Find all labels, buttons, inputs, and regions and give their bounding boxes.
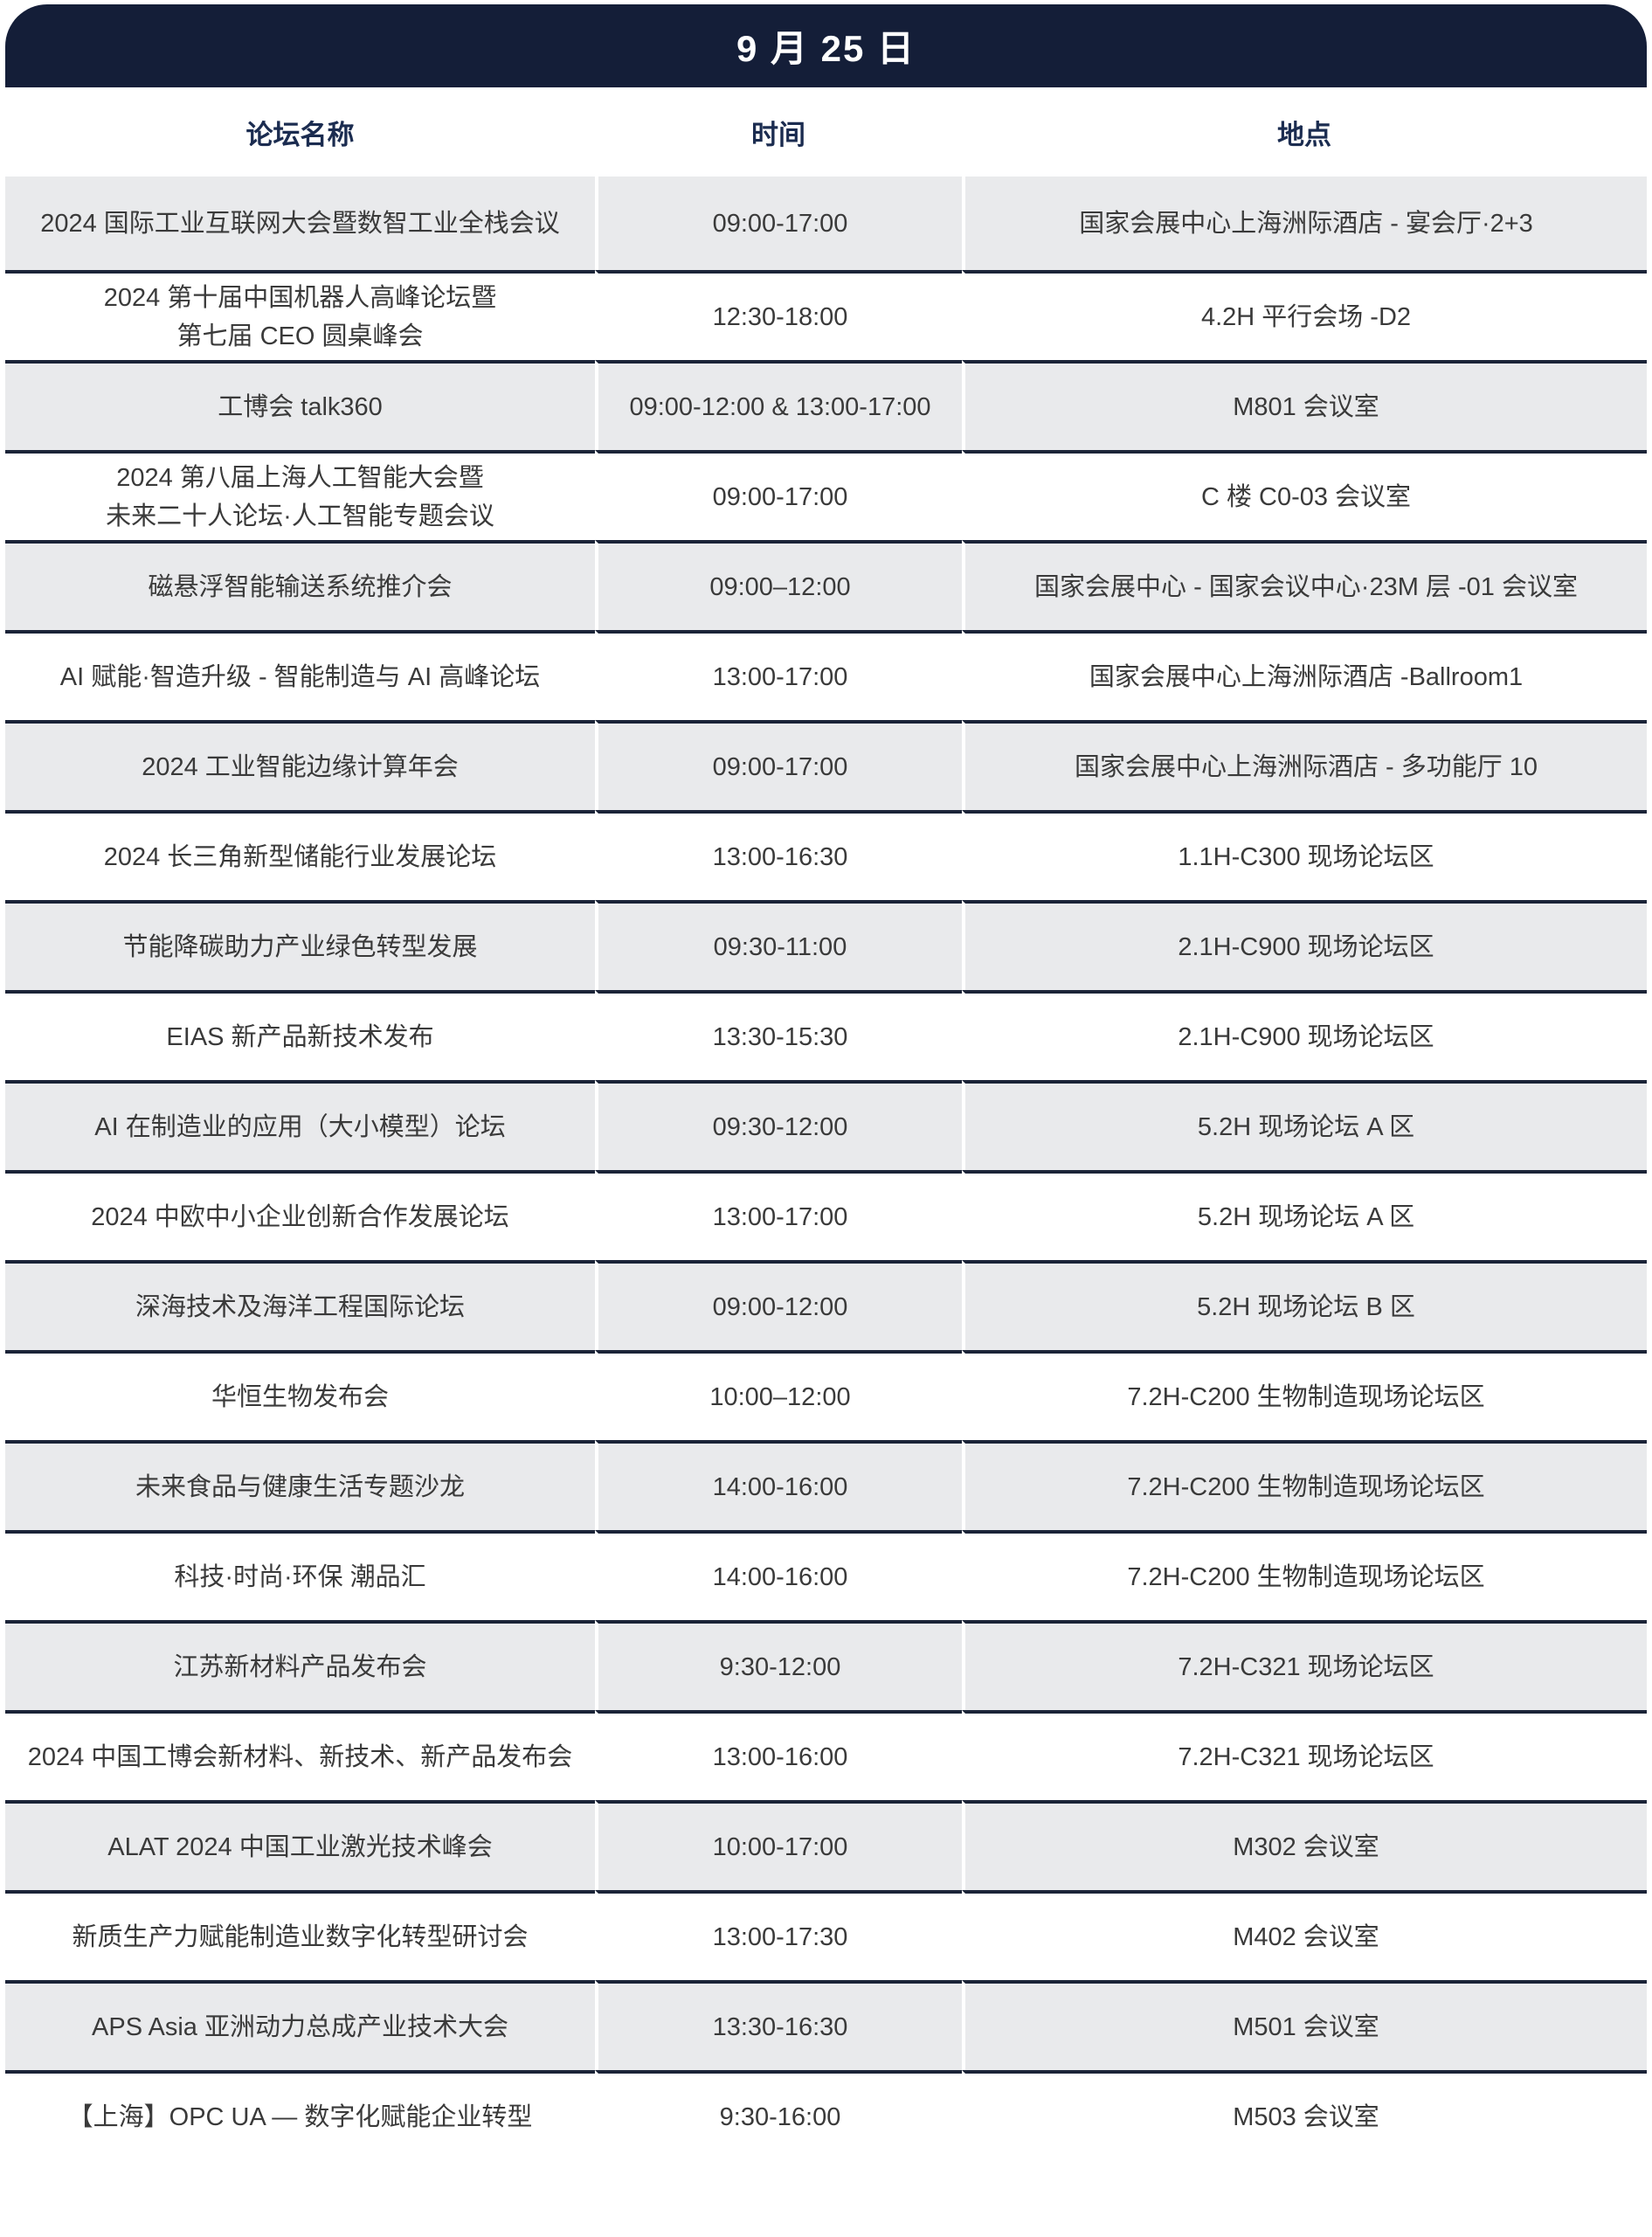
table-row: 2024 中国工博会新材料、新技术、新产品发布会 13:00-16:00 7.2H-…	[5, 1710, 1647, 1800]
forum-name-cell: 未来食品与健康生活专题沙龙	[5, 1440, 595, 1530]
forum-name-cell: 磁悬浮智能输送系统推介会	[5, 540, 595, 630]
time-cell: 09:30-11:00	[595, 900, 962, 990]
time-cell: 12:30-18:00	[595, 270, 962, 360]
time-cell: 13:00-17:30	[595, 1890, 962, 1980]
forum-name-cell: 2024 第八届上海人工智能大会暨 未来二十人论坛·人工智能专题会议	[5, 450, 595, 540]
table-row: 【上海】OPC UA — 数字化赋能企业转型 9:30-16:00 M503 会议室	[5, 2070, 1647, 2160]
table-row: 工博会 talk360 09:00-12:00 & 13:00-17:00 M801…	[5, 360, 1647, 450]
table-row: 科技·时尚·环保 潮品汇 14:00-16:00 7.2H-C200 生物制造现场论…	[5, 1530, 1647, 1620]
location-cell: M302 会议室	[962, 1800, 1647, 1890]
time-cell: 09:00-12:00 & 13:00-17:00	[595, 360, 962, 450]
forum-name-cell: 节能降碳助力产业绿色转型发展	[5, 900, 595, 990]
table-row: AI 在制造业的应用（大小模型）论坛 09:30-12:00 5.2H 现场论坛 A…	[5, 1080, 1647, 1170]
table-row: AI 赋能·智造升级 - 智能制造与 AI 高峰论坛 13:00-17:00 国家会…	[5, 630, 1647, 720]
time-cell: 13:00-17:00	[595, 630, 962, 720]
forum-name-cell: 2024 第十届中国机器人高峰论坛暨 第七届 CEO 圆桌峰会	[5, 270, 595, 360]
forum-name-cell: 新质生产力赋能制造业数字化转型研讨会	[5, 1890, 595, 1980]
column-header-time: 时间	[595, 87, 962, 177]
time-cell: 13:00-16:00	[595, 1710, 962, 1800]
column-header-location: 地点	[962, 87, 1647, 177]
location-cell: M801 会议室	[962, 360, 1647, 450]
table-row: 2024 国际工业互联网大会暨数智工业全栈会议 09:00-17:00 国家会展中心…	[5, 177, 1647, 270]
date-banner: 9 月 25 日	[5, 4, 1647, 87]
table-row: 2024 工业智能边缘计算年会 09:00-17:00 国家会展中心上海洲际酒店 -…	[5, 720, 1647, 810]
table-row: 新质生产力赋能制造业数字化转型研讨会 13:00-17:30 M402 会议室	[5, 1890, 1647, 1980]
forum-name-cell: 【上海】OPC UA — 数字化赋能企业转型	[5, 2070, 595, 2160]
forum-name-cell: 华恒生物发布会	[5, 1350, 595, 1440]
location-cell: 7.2H-C321 现场论坛区	[962, 1710, 1647, 1800]
time-cell: 14:00-16:00	[595, 1440, 962, 1530]
time-cell: 13:30-15:30	[595, 990, 962, 1080]
forum-name-cell: ALAT 2024 中国工业激光技术峰会	[5, 1800, 595, 1890]
forum-name-cell: 工博会 talk360	[5, 360, 595, 450]
table-row: 深海技术及海洋工程国际论坛 09:00-12:00 5.2H 现场论坛 B 区	[5, 1260, 1647, 1350]
schedule-table: 论坛名称 时间 地点 2024 国际工业互联网大会暨数智工业全栈会议 09:00-…	[5, 87, 1647, 2160]
time-cell: 09:30-12:00	[595, 1080, 962, 1170]
time-cell: 14:00-16:00	[595, 1530, 962, 1620]
forum-name-cell: 2024 长三角新型储能行业发展论坛	[5, 810, 595, 900]
location-cell: M501 会议室	[962, 1980, 1647, 2070]
time-cell: 09:00–12:00	[595, 540, 962, 630]
location-cell: 国家会展中心 - 国家会议中心·23M 层 -01 会议室	[962, 540, 1647, 630]
location-cell: 2.1H-C900 现场论坛区	[962, 900, 1647, 990]
table-row: 未来食品与健康生活专题沙龙 14:00-16:00 7.2H-C200 生物制造现场…	[5, 1440, 1647, 1530]
forum-name-cell: 江苏新材料产品发布会	[5, 1620, 595, 1710]
location-cell: C 楼 C0-03 会议室	[962, 450, 1647, 540]
location-cell: 1.1H-C300 现场论坛区	[962, 810, 1647, 900]
time-cell: 13:00-17:00	[595, 1170, 962, 1260]
time-cell: 10:00-17:00	[595, 1800, 962, 1890]
time-cell: 09:00-12:00	[595, 1260, 962, 1350]
forum-name-cell: 科技·时尚·环保 潮品汇	[5, 1530, 595, 1620]
time-cell: 10:00–12:00	[595, 1350, 962, 1440]
date-title: 9 月 25 日	[736, 28, 916, 69]
location-cell: 5.2H 现场论坛 A 区	[962, 1170, 1647, 1260]
location-cell: 7.2H-C200 生物制造现场论坛区	[962, 1350, 1647, 1440]
table-row: 磁悬浮智能输送系统推介会 09:00–12:00 国家会展中心 - 国家会议中心·2…	[5, 540, 1647, 630]
forum-name-cell: AI 赋能·智造升级 - 智能制造与 AI 高峰论坛	[5, 630, 595, 720]
location-cell: 国家会展中心上海洲际酒店 - 宴会厅·2+3	[962, 177, 1647, 270]
time-cell: 9:30-12:00	[595, 1620, 962, 1710]
schedule-table-header: 论坛名称 时间 地点	[5, 87, 1647, 177]
location-cell: 7.2H-C200 生物制造现场论坛区	[962, 1440, 1647, 1530]
forum-name-cell: 2024 中国工博会新材料、新技术、新产品发布会	[5, 1710, 595, 1800]
time-cell: 09:00-17:00	[595, 720, 962, 810]
location-cell: 7.2H-C200 生物制造现场论坛区	[962, 1530, 1647, 1620]
table-row: 2024 长三角新型储能行业发展论坛 13:00-16:30 1.1H-C300 现…	[5, 810, 1647, 900]
table-row: 节能降碳助力产业绿色转型发展 09:30-11:00 2.1H-C900 现场论坛区	[5, 900, 1647, 990]
location-cell: 5.2H 现场论坛 A 区	[962, 1080, 1647, 1170]
table-row: 华恒生物发布会 10:00–12:00 7.2H-C200 生物制造现场论坛区	[5, 1350, 1647, 1440]
forum-name-cell: 深海技术及海洋工程国际论坛	[5, 1260, 595, 1350]
column-header-forum: 论坛名称	[5, 87, 595, 177]
location-cell: 国家会展中心上海洲际酒店 -Ballroom1	[962, 630, 1647, 720]
forum-name-cell: APS Asia 亚洲动力总成产业技术大会	[5, 1980, 595, 2070]
table-row: 江苏新材料产品发布会 9:30-12:00 7.2H-C321 现场论坛区	[5, 1620, 1647, 1710]
forum-name-cell: 2024 中欧中小企业创新合作发展论坛	[5, 1170, 595, 1260]
location-cell: 国家会展中心上海洲际酒店 - 多功能厅 10	[962, 720, 1647, 810]
table-row: APS Asia 亚洲动力总成产业技术大会 13:30-16:30 M501 会议室	[5, 1980, 1647, 2070]
location-cell: M503 会议室	[962, 2070, 1647, 2160]
table-row: EIAS 新产品新技术发布 13:30-15:30 2.1H-C900 现场论坛区	[5, 990, 1647, 1080]
time-cell: 13:30-16:30	[595, 1980, 962, 2070]
table-row: ALAT 2024 中国工业激光技术峰会 10:00-17:00 M302 会议室	[5, 1800, 1647, 1890]
forum-name-cell: 2024 工业智能边缘计算年会	[5, 720, 595, 810]
time-cell: 9:30-16:00	[595, 2070, 962, 2160]
table-row: 2024 中欧中小企业创新合作发展论坛 13:00-17:00 5.2H 现场论坛 …	[5, 1170, 1647, 1260]
time-cell: 09:00-17:00	[595, 450, 962, 540]
location-cell: 4.2H 平行会场 -D2	[962, 270, 1647, 360]
time-cell: 13:00-16:30	[595, 810, 962, 900]
forum-name-cell: AI 在制造业的应用（大小模型）论坛	[5, 1080, 595, 1170]
location-cell: M402 会议室	[962, 1890, 1647, 1980]
time-cell: 09:00-17:00	[595, 177, 962, 270]
forum-name-cell: 2024 国际工业互联网大会暨数智工业全栈会议	[5, 177, 595, 270]
column-header-row: 论坛名称 时间 地点	[5, 87, 1647, 177]
location-cell: 2.1H-C900 现场论坛区	[962, 990, 1647, 1080]
location-cell: 7.2H-C321 现场论坛区	[962, 1620, 1647, 1710]
forum-name-cell: EIAS 新产品新技术发布	[5, 990, 595, 1080]
table-row: 2024 第八届上海人工智能大会暨 未来二十人论坛·人工智能专题会议 09:00-…	[5, 450, 1647, 540]
schedule-table-body: 2024 国际工业互联网大会暨数智工业全栈会议 09:00-17:00 国家会展中心…	[5, 177, 1647, 2160]
location-cell: 5.2H 现场论坛 B 区	[962, 1260, 1647, 1350]
table-row: 2024 第十届中国机器人高峰论坛暨 第七届 CEO 圆桌峰会 12:30-18:…	[5, 270, 1647, 360]
